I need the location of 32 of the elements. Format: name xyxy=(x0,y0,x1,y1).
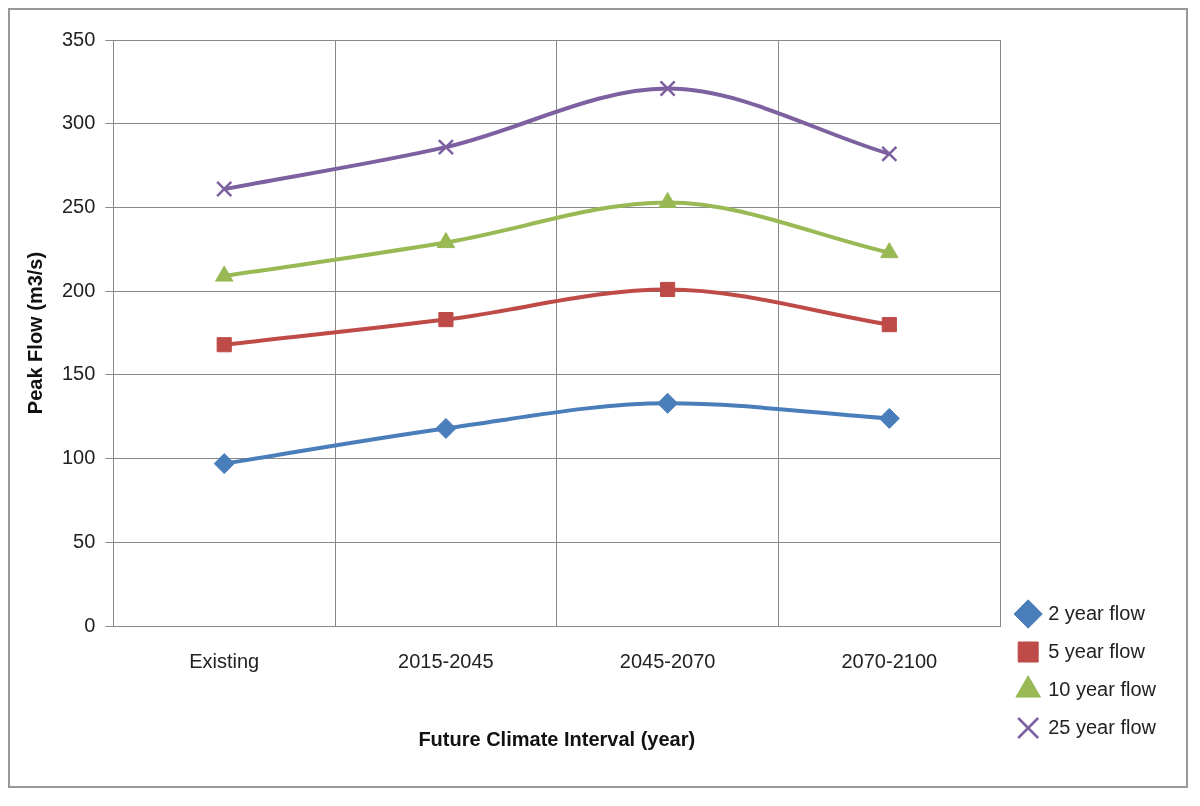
point xyxy=(878,407,900,429)
point xyxy=(435,417,457,439)
point xyxy=(660,281,676,298)
y-tick-label: 100 xyxy=(61,446,96,469)
x-axis-title: Future Climate Interval (year) xyxy=(418,727,696,750)
point xyxy=(216,337,232,353)
x-tick-label: Existing xyxy=(189,649,260,672)
y-tick-label: 150 xyxy=(61,362,96,385)
legend-label: 5 year flow xyxy=(1048,639,1146,662)
point xyxy=(881,317,897,333)
y-tick-label: 350 xyxy=(61,27,96,50)
x-tick-label: 2070-2100 xyxy=(841,649,938,672)
y-tick-label: 250 xyxy=(61,194,96,217)
y-tick-label: 200 xyxy=(61,278,96,301)
legend-label: 25 year flow xyxy=(1048,715,1157,738)
point xyxy=(215,180,233,198)
legend-label: 10 year flow xyxy=(1048,677,1157,700)
point xyxy=(880,242,899,259)
y-axis-title: Peak Flow (m3/s) xyxy=(23,251,46,415)
point xyxy=(438,312,454,328)
point xyxy=(881,145,898,163)
point xyxy=(213,453,235,475)
point xyxy=(657,392,679,414)
legend-label: 2 year flow xyxy=(1048,601,1146,624)
point xyxy=(659,80,676,97)
y-tick-label: 50 xyxy=(73,529,96,552)
x-tick-label: 2015-2045 xyxy=(398,649,494,672)
point xyxy=(436,232,456,249)
point xyxy=(437,138,455,156)
y-tick-label: 300 xyxy=(61,111,96,134)
x-tick-label: 2045-2070 xyxy=(619,649,716,672)
y-tick-label: 0 xyxy=(84,613,96,636)
